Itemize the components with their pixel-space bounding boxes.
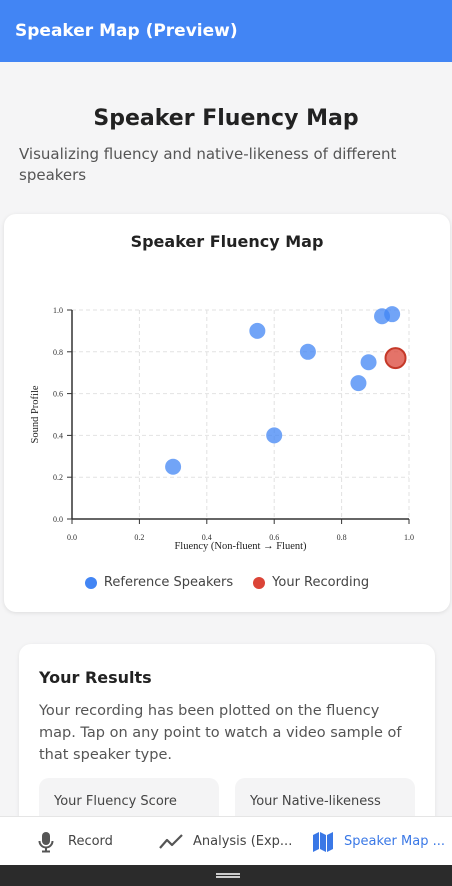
x-tick-label: 0.0 — [67, 533, 77, 542]
recording-point[interactable] — [384, 347, 407, 370]
legend-item-reference: Reference Speakers — [84, 575, 234, 590]
y-tick-label: 1.0 — [53, 306, 63, 315]
legend-label-recording: Your Recording — [272, 575, 370, 590]
trend-line-icon — [159, 833, 183, 849]
nav-analysis-label: Analysis (Exp... — [193, 834, 293, 849]
results-title: Your Results — [39, 668, 152, 687]
chart-card: 0.0 0.2 0.4 0.6 0.8 1.0 0.0 0.2 0.4 0.6 0.8 1.0 Flue… — [4, 214, 450, 612]
x-tick-label: 0.4 — [202, 533, 212, 542]
legend-label-reference: Reference Speakers — [103, 575, 234, 590]
reference-speaker-point[interactable] — [384, 306, 401, 323]
results-card: Your Results Your recording has been plo… — [19, 644, 435, 816]
page-subtitle: Visualizing fluency and native-likeness … — [19, 145, 397, 184]
system-gesture-bar — [0, 865, 452, 886]
reference-speaker-point[interactable] — [360, 354, 377, 371]
nav-record[interactable]: Record — [38, 817, 113, 866]
y-tick-label: 0.2 — [53, 473, 63, 482]
x-tick-label: 0.2 — [134, 533, 144, 542]
nav-speaker-map-label: Speaker Map ... — [344, 834, 445, 849]
bottom-nav: Record Analysis (Exp... Speaker Map ... — [0, 816, 452, 865]
x-tick-label: 1.0 — [404, 533, 414, 542]
nav-speaker-map[interactable]: Speaker Map ... — [312, 817, 445, 866]
x-axis-label: Fluency (Non-fluent → Fluent) — [174, 541, 307, 552]
reference-speaker-point[interactable] — [299, 343, 316, 360]
reference-speaker-point[interactable] — [266, 427, 283, 444]
fluency-score-box: Your Fluency Score — [39, 778, 219, 816]
x-tick-label: 0.8 — [337, 533, 347, 542]
y-tick-label: 0.0 — [53, 515, 63, 524]
y-axis-label: Sound Profile — [30, 385, 41, 443]
map-icon — [313, 831, 333, 852]
gesture-handle[interactable] — [216, 873, 240, 878]
fluency-score-label: Your Fluency Score — [54, 794, 177, 809]
y-tick-label: 0.8 — [53, 348, 63, 357]
page-title: Speaker Fluency Map — [93, 106, 359, 131]
main-content: Speaker Fluency Map Visualizing fluency … — [0, 62, 452, 816]
legend-item-recording: Your Recording — [253, 575, 369, 590]
y-tick-label: 0.4 — [53, 431, 63, 440]
chart-title: Speaker Fluency Map — [130, 232, 324, 251]
reference-speaker-point[interactable] — [249, 322, 266, 339]
native-likeness-box: Your Native-likeness — [235, 778, 415, 816]
reference-speaker-point[interactable] — [350, 375, 367, 392]
app-bar: Speaker Map (Preview) — [0, 0, 452, 62]
microphone-icon — [38, 831, 54, 852]
native-likeness-label: Your Native-likeness — [250, 794, 381, 809]
scatter-chart: 0.0 0.2 0.4 0.6 0.8 1.0 0.0 0.2 0.4 0.6 0.8 1.0 Flue… — [30, 306, 414, 552]
nav-analysis[interactable]: Analysis (Exp... — [159, 817, 292, 866]
reference-dot-icon — [84, 576, 97, 589]
chart-legend: Reference Speakers Your Recording — [4, 575, 450, 590]
recording-dot-icon — [253, 576, 266, 589]
app-bar-title: Speaker Map (Preview) — [15, 21, 238, 41]
nav-record-label: Record — [68, 834, 113, 849]
reference-speaker-point[interactable] — [165, 458, 182, 475]
x-tick-label: 0.6 — [269, 533, 279, 542]
results-description: Your recording has been plotted on the f… — [39, 703, 402, 763]
y-tick-label: 0.6 — [53, 390, 63, 399]
